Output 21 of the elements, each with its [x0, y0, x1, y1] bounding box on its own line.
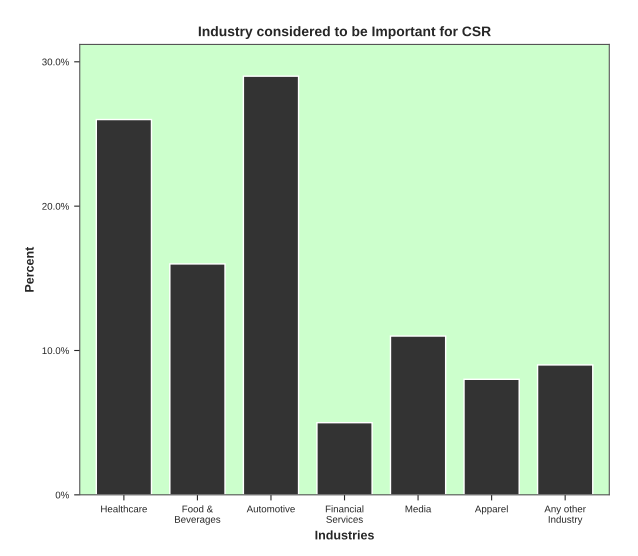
bar — [463, 378, 520, 495]
y-tick-label: 10.0% — [42, 347, 69, 354]
y-tick-label: 20.0% — [42, 202, 69, 210]
bar — [316, 422, 373, 495]
x-tick-label: Automotive — [246, 505, 295, 512]
y-axis-title: Percent — [25, 246, 34, 292]
x-tick-label: Media — [406, 505, 432, 512]
x-axis-title: Industries — [315, 530, 374, 540]
x-tick-label: Financial Services — [326, 505, 364, 523]
bar — [169, 263, 226, 495]
x-tick-label: Food & Beverages — [174, 505, 220, 525]
bar — [96, 118, 152, 495]
bar — [390, 335, 446, 495]
x-tick-label: Healthcare — [101, 505, 147, 512]
x-tick-label: Apparel — [474, 505, 508, 514]
bar — [242, 76, 300, 495]
chart-title: Industry considered to be Important for CSR — [198, 26, 491, 40]
x-tick-label: Any other Industry — [544, 505, 586, 525]
bar — [536, 364, 594, 495]
y-tick-label: 30.0% — [42, 58, 69, 66]
y-tick-label: 0% — [56, 492, 69, 498]
